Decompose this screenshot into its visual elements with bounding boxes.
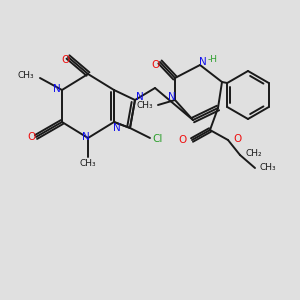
Text: N: N — [168, 92, 176, 102]
Text: N: N — [113, 123, 121, 133]
Text: N: N — [82, 132, 90, 142]
Text: Cl: Cl — [153, 134, 163, 144]
Text: CH₃: CH₃ — [136, 100, 153, 109]
Text: O: O — [233, 134, 241, 144]
Text: O: O — [27, 132, 35, 142]
Text: CH₃: CH₃ — [260, 163, 277, 172]
Text: N: N — [53, 84, 61, 94]
Text: -H: -H — [208, 56, 218, 64]
Text: CH₃: CH₃ — [80, 158, 96, 167]
Text: N: N — [199, 57, 207, 67]
Text: CH₂: CH₂ — [245, 149, 262, 158]
Text: O: O — [62, 55, 70, 65]
Text: O: O — [179, 135, 187, 145]
Text: N: N — [136, 92, 144, 102]
Text: O: O — [151, 60, 159, 70]
Text: CH₃: CH₃ — [17, 71, 34, 80]
